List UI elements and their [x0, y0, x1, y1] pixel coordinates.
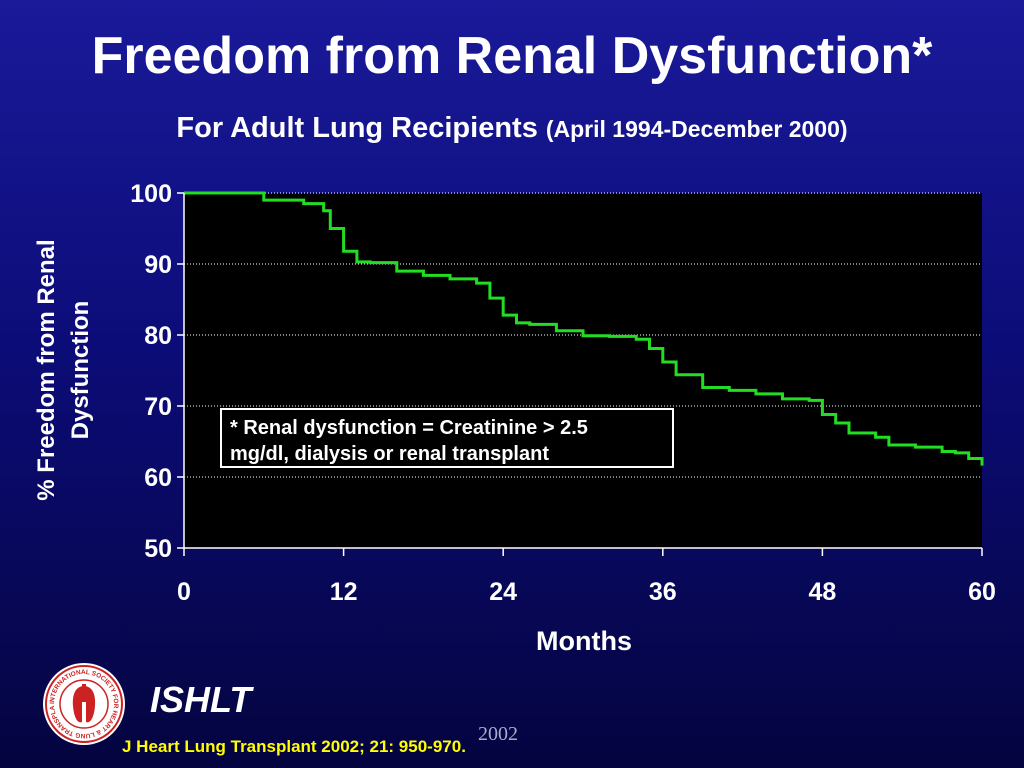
y-tick-label-80: 80: [144, 322, 172, 350]
y-axis-label: % Freedom from Renal Dysfunction: [33, 239, 94, 501]
x-axis-label: Months: [536, 626, 632, 656]
note-line-2: mg/dl, dialysis or renal transplant: [230, 443, 549, 465]
slide-subtitle: For Adult Lung Recipients (April 1994-Dec…: [0, 114, 1024, 143]
y-tick-label-100: 100: [130, 180, 172, 208]
definition-note: * Renal dysfunction = Creatinine > 2.5 m…: [220, 408, 674, 468]
curve-group: [184, 191, 984, 466]
subtitle-text: For Adult Lung Recipients: [176, 112, 538, 144]
x-tick-label-24: 24: [489, 578, 517, 606]
x-tick-label-48: 48: [808, 578, 836, 606]
y-tick-label-90: 90: [144, 251, 172, 279]
date-range: (April 1994-December 2000): [545, 116, 848, 142]
y-tick-label-60: 60: [144, 464, 172, 492]
org-name: ISHLT: [150, 679, 252, 720]
y-tick-label-50: 50: [144, 535, 172, 563]
note-line-1: * Renal dysfunction = Creatinine > 2.5: [230, 417, 588, 439]
citation: J Heart Lung Transplant 2002; 21: 950-97…: [122, 737, 466, 756]
x-tick-label-0: 0: [177, 578, 191, 606]
ishlt-logo-icon: INTERNATIONAL SOCIETY FOR HEART & LUNG T…: [42, 662, 125, 745]
plot-area: [184, 193, 982, 548]
year-mark: 2002: [478, 723, 518, 745]
x-tick-label-60: 60: [968, 578, 996, 606]
tick-labels: 50 60 70 80 90 100 0 12 24 36 48 60: [130, 180, 996, 606]
y-tick-label-70: 70: [144, 393, 172, 421]
survival-curve-0: [184, 191, 984, 466]
axes: [177, 192, 983, 556]
x-tick-label-12: 12: [330, 578, 358, 606]
x-tick-label-36: 36: [649, 578, 677, 606]
slide-title: Freedom from Renal Dysfunction*: [91, 27, 933, 85]
